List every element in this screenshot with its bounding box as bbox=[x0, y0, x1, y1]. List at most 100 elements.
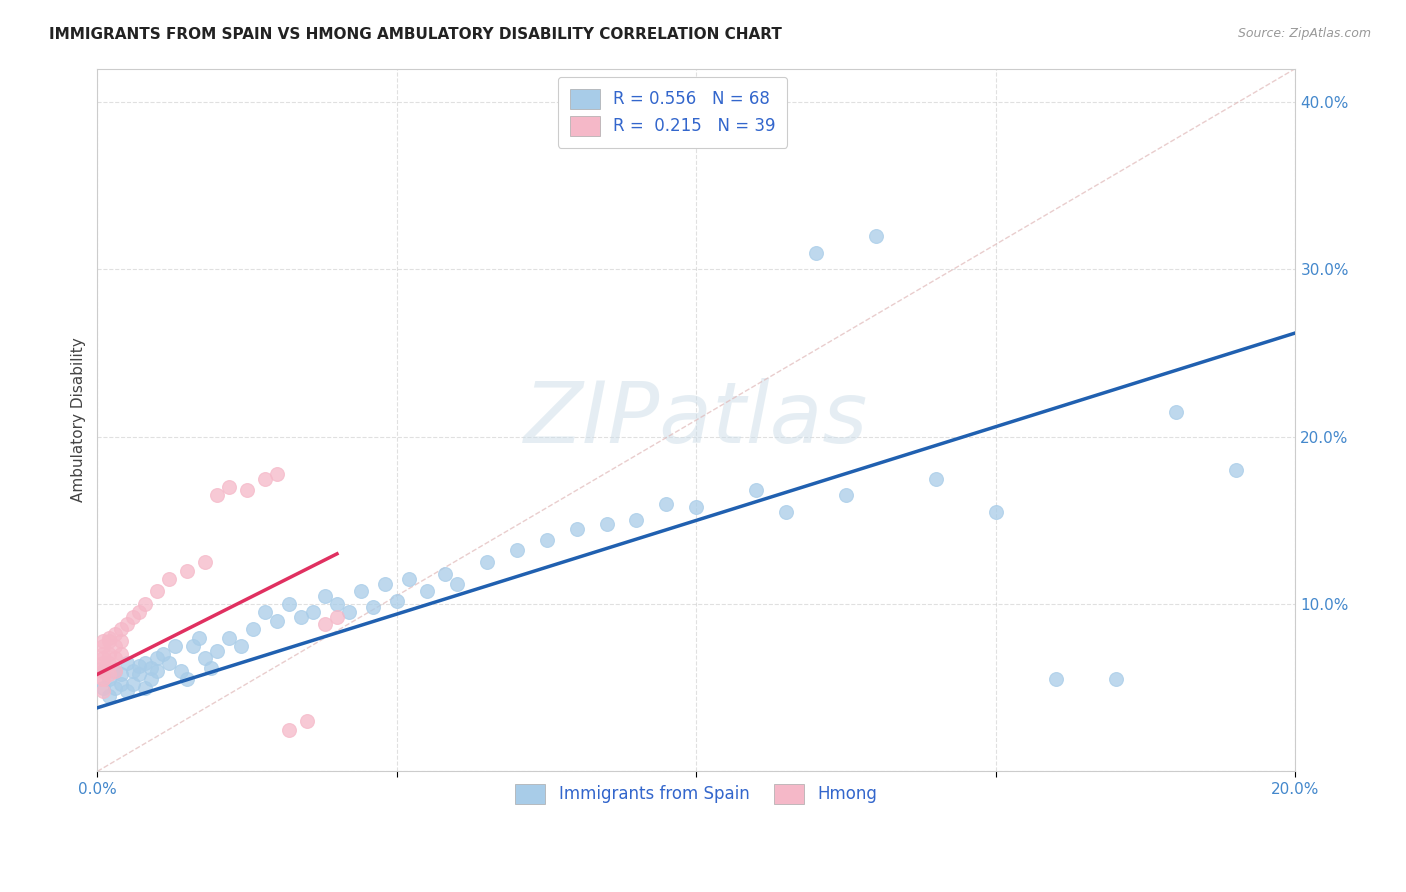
Point bbox=[925, 471, 948, 485]
Point bbox=[122, 664, 145, 678]
Point bbox=[745, 483, 768, 498]
Point bbox=[295, 714, 318, 728]
Point bbox=[865, 228, 887, 243]
Point bbox=[254, 606, 277, 620]
Point bbox=[536, 533, 558, 548]
Point bbox=[1164, 404, 1187, 418]
Point bbox=[122, 610, 145, 624]
Point bbox=[128, 606, 150, 620]
Point bbox=[93, 664, 115, 678]
Point bbox=[505, 543, 527, 558]
Point bbox=[128, 659, 150, 673]
Point bbox=[446, 577, 468, 591]
Point bbox=[385, 593, 408, 607]
Point bbox=[254, 471, 277, 485]
Point bbox=[433, 566, 456, 581]
Point bbox=[337, 606, 360, 620]
Point bbox=[242, 622, 264, 636]
Point bbox=[350, 583, 373, 598]
Point bbox=[146, 650, 169, 665]
Point bbox=[98, 631, 121, 645]
Point bbox=[104, 627, 127, 641]
Point bbox=[176, 673, 198, 687]
Point bbox=[93, 664, 115, 678]
Point bbox=[104, 681, 127, 695]
Point bbox=[361, 600, 384, 615]
Point bbox=[157, 656, 180, 670]
Point bbox=[302, 606, 325, 620]
Point bbox=[98, 656, 121, 670]
Point bbox=[278, 597, 301, 611]
Point bbox=[104, 664, 127, 678]
Point bbox=[117, 656, 139, 670]
Point bbox=[218, 631, 240, 645]
Point bbox=[141, 673, 163, 687]
Point bbox=[655, 497, 678, 511]
Point bbox=[181, 639, 204, 653]
Point bbox=[93, 684, 115, 698]
Point bbox=[205, 488, 228, 502]
Point bbox=[93, 639, 115, 653]
Point bbox=[374, 577, 396, 591]
Point bbox=[98, 689, 121, 703]
Point bbox=[170, 664, 193, 678]
Point bbox=[93, 681, 115, 695]
Point bbox=[475, 555, 498, 569]
Point bbox=[278, 723, 301, 737]
Point bbox=[266, 467, 288, 481]
Point bbox=[110, 667, 132, 681]
Point bbox=[205, 644, 228, 658]
Point bbox=[1105, 673, 1128, 687]
Point bbox=[98, 633, 121, 648]
Point bbox=[188, 631, 211, 645]
Point bbox=[117, 684, 139, 698]
Point bbox=[835, 488, 858, 502]
Point bbox=[157, 572, 180, 586]
Point bbox=[104, 650, 127, 665]
Point bbox=[110, 633, 132, 648]
Point bbox=[93, 673, 115, 687]
Y-axis label: Ambulatory Disability: Ambulatory Disability bbox=[72, 337, 86, 502]
Point bbox=[98, 647, 121, 661]
Point bbox=[146, 583, 169, 598]
Point bbox=[218, 480, 240, 494]
Point bbox=[685, 500, 707, 514]
Point bbox=[104, 639, 127, 653]
Point bbox=[984, 505, 1007, 519]
Point bbox=[326, 597, 349, 611]
Point bbox=[122, 677, 145, 691]
Point bbox=[146, 664, 169, 678]
Point bbox=[152, 647, 174, 661]
Point bbox=[134, 681, 156, 695]
Point bbox=[314, 617, 336, 632]
Point bbox=[93, 647, 115, 661]
Point bbox=[565, 522, 588, 536]
Point bbox=[134, 597, 156, 611]
Point bbox=[266, 614, 288, 628]
Point bbox=[194, 650, 217, 665]
Text: ZIPatlas: ZIPatlas bbox=[524, 378, 869, 461]
Point bbox=[398, 572, 420, 586]
Point bbox=[134, 656, 156, 670]
Text: IMMIGRANTS FROM SPAIN VS HMONG AMBULATORY DISABILITY CORRELATION CHART: IMMIGRANTS FROM SPAIN VS HMONG AMBULATOR… bbox=[49, 27, 782, 42]
Point bbox=[93, 650, 115, 665]
Point bbox=[595, 516, 617, 531]
Point bbox=[98, 673, 121, 687]
Point bbox=[93, 633, 115, 648]
Point bbox=[806, 245, 828, 260]
Point bbox=[194, 555, 217, 569]
Point bbox=[314, 589, 336, 603]
Point bbox=[229, 639, 252, 653]
Point bbox=[176, 564, 198, 578]
Point bbox=[200, 660, 222, 674]
Point bbox=[104, 664, 127, 678]
Legend: Immigrants from Spain, Hmong: Immigrants from Spain, Hmong bbox=[503, 772, 889, 816]
Text: Source: ZipAtlas.com: Source: ZipAtlas.com bbox=[1237, 27, 1371, 40]
Point bbox=[110, 622, 132, 636]
Point bbox=[117, 617, 139, 632]
Point bbox=[775, 505, 797, 519]
Point bbox=[1045, 673, 1067, 687]
Point bbox=[128, 667, 150, 681]
Point bbox=[93, 656, 115, 670]
Point bbox=[141, 660, 163, 674]
